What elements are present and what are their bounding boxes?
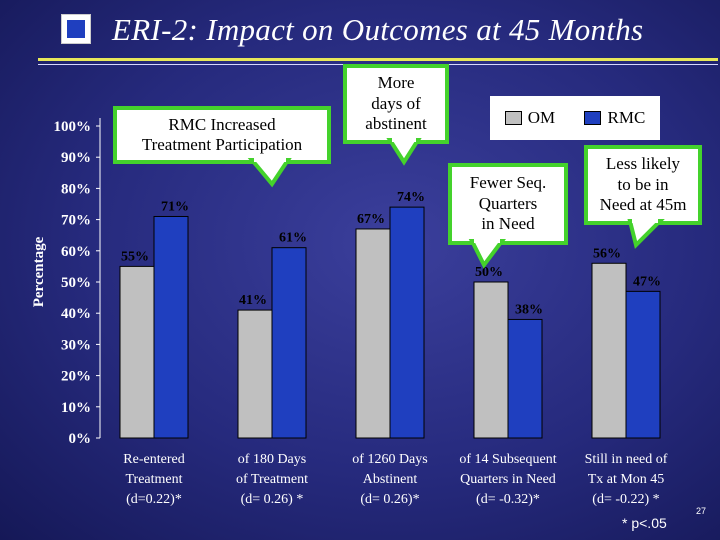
y-tick-label: 90% [61,150,91,166]
callout-treatment-participation: RMC Increased Treatment Participation [113,106,331,164]
y-tick-label: 30% [61,337,91,353]
y-tick-label: 40% [61,306,91,322]
callout-less-likely-need: Less likely to be in Need at 45m [584,145,702,225]
callout-line: Need at 45m [599,195,687,215]
callout-tail [247,158,292,188]
callout-line: Less likely [605,154,681,174]
legend-label-om: OM [527,108,556,127]
bar-rmc [507,318,543,439]
page-number: 27 [696,506,707,516]
bar-rmc [389,206,425,439]
callout-more-abstinent: More days of abstinent [343,64,449,144]
y-axis-label: Percentage [31,236,47,307]
y-tick-label: 60% [61,244,91,260]
x-category-label: (d= 0.26)* [360,492,419,507]
logo-icon [61,14,91,44]
callout-tail [386,138,422,166]
callout-line: More [377,73,415,93]
x-category-label: Tx at Mon 45 [588,472,665,487]
footnote: * p<.05 [622,515,667,531]
page-title: ERI-2: Impact on Outcomes at 45 Months [112,12,644,47]
y-tick-label: 70% [61,213,91,229]
callout-tail [468,239,506,269]
legend-swatch-rmc [584,111,602,125]
x-category-label: (d= 0.26) * [241,492,304,507]
x-category-label: of Treatment [236,472,308,487]
title-divider [38,58,718,61]
callout-line: in Need [481,214,535,234]
bar-om [473,281,509,439]
callout-line: Fewer Seq. [469,173,547,193]
x-category-label: (d= -0.22) * [592,492,659,507]
callout-line: Quarters [478,193,538,213]
bar-rmc [271,247,307,439]
bar-rmc [625,290,661,439]
data-label: 71% [161,199,189,214]
x-category-label: Quarters in Need [460,472,556,487]
legend-item-om: OM [504,108,556,128]
x-category-label: Still in need of [585,452,668,467]
data-label: 74% [397,190,425,205]
x-category-label: of 14 Subsequent [459,452,556,467]
chart-legend: OM RMC [490,96,660,140]
data-label: 50% [475,265,503,280]
x-category-label: (d= -0.32)* [476,492,540,507]
y-tick-label: 20% [61,369,91,385]
y-tick-label: 100% [54,119,92,135]
callout-tail [627,219,665,249]
data-label: 56% [593,246,621,261]
bar-om [237,309,273,439]
y-tick-label: 80% [61,181,91,197]
x-category-label: Treatment [125,472,182,487]
callout-line: days of [371,93,421,113]
callout-line: RMC Increased [168,114,276,134]
title-bar: ERI-2: Impact on Outcomes at 45 Months [0,12,720,52]
callout-fewer-quarters: Fewer Seq. Quarters in Need [448,163,568,245]
x-category-label: of 180 Days [238,452,306,467]
callout-line: abstinent [365,114,427,134]
y-tick-label: 50% [61,275,91,291]
x-category-label: of 1260 Days [352,452,427,467]
bar-om [355,228,391,439]
data-label: 55% [121,249,149,264]
callout-line: Treatment Participation [141,135,303,154]
callout-line: to be in [617,174,669,194]
data-label: 41% [239,293,267,308]
y-tick-label: 0% [69,431,92,447]
x-category-label: (d=0.22)* [126,492,182,507]
data-label: 47% [633,274,661,289]
data-label: 38% [515,302,543,317]
legend-label-rmc: RMC [607,108,646,127]
data-label: 67% [357,212,385,227]
bar-om [591,262,627,439]
y-tick-label: 10% [61,400,91,416]
x-category-label: Abstinent [363,472,418,487]
x-category-label: Re-entered [123,452,184,467]
legend-swatch-om [504,111,522,125]
legend-item-rmc: RMC [584,108,645,128]
bar-rmc [153,215,189,439]
data-label: 61% [279,231,307,246]
bar-om [119,265,155,439]
